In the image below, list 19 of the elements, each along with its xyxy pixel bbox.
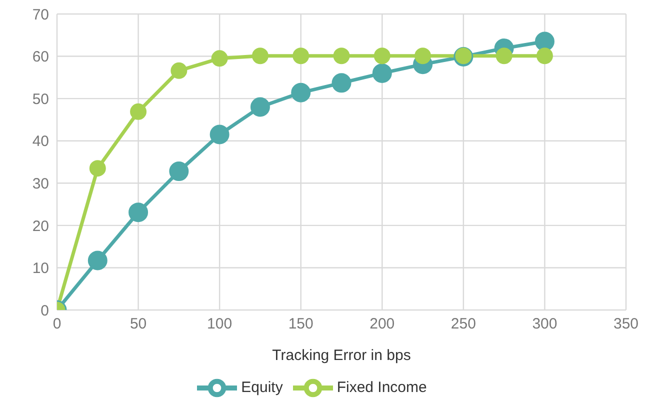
x-tick-label: 250 [450, 316, 476, 333]
y-tick-label: 20 [32, 218, 49, 235]
y-tick-label: 50 [32, 90, 49, 108]
x-tick-label: 200 [370, 316, 395, 333]
x-tick-label: 150 [288, 316, 314, 333]
x-tick-label: 300 [532, 316, 558, 333]
y-tick-label: 40 [32, 133, 49, 150]
y-tick-label: 30 [32, 175, 49, 192]
x-tick-label: 100 [207, 316, 232, 333]
y-tick-label: 60 [32, 48, 49, 66]
legend-label: Equity [241, 378, 283, 396]
x-tick-label: 50 [130, 316, 147, 333]
x-axis-title: Tracking Error in bps [272, 347, 411, 364]
y-tick-label: 70 [32, 6, 49, 24]
y-tick-label: 0 [40, 302, 49, 320]
x-tick-label: 350 [613, 316, 639, 333]
y-tick-label: 10 [32, 260, 49, 278]
legend-label: Fixed Income [336, 378, 427, 396]
x-tick-label: 0 [52, 316, 62, 333]
